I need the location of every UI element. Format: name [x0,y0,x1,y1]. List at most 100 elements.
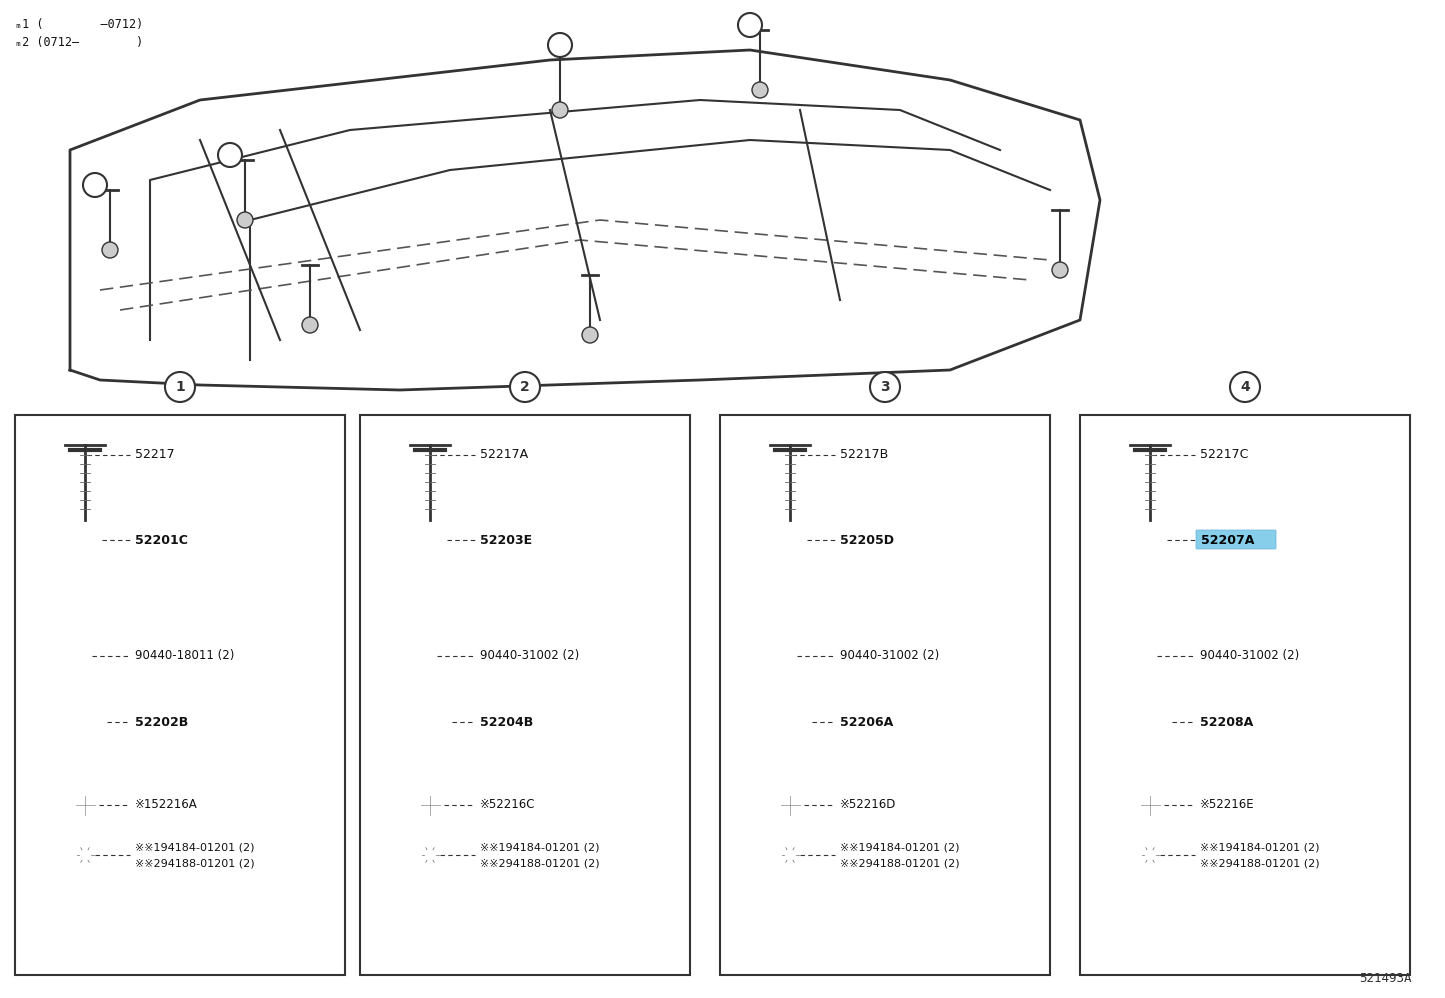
Text: 4: 4 [1240,380,1250,394]
Text: ※52216E: ※52216E [1199,798,1254,811]
Circle shape [552,102,568,118]
Bar [1079,415,1410,975]
Bar [413,530,447,557]
Circle shape [422,846,438,863]
Text: ₘ2 (0712–        ): ₘ2 (0712– ) [14,36,143,49]
Ellipse shape [79,540,91,546]
Bar [68,530,101,557]
Bar [407,710,452,730]
Bar [360,415,691,975]
Text: ※52216D: ※52216D [840,798,896,811]
Bar [64,710,107,730]
Text: 52204B: 52204B [480,716,533,729]
Bar [78,645,91,665]
Text: 52217A: 52217A [480,448,527,461]
Circle shape [82,173,107,197]
Text: 1: 1 [175,380,185,394]
Circle shape [1146,851,1153,858]
Circle shape [103,242,118,258]
Circle shape [510,372,540,402]
Circle shape [1142,846,1159,863]
FancyBboxPatch shape [17,18,1121,392]
Circle shape [777,791,803,818]
Ellipse shape [425,718,435,723]
Circle shape [1052,262,1068,278]
Text: 2: 2 [520,380,530,394]
Circle shape [582,327,598,343]
Ellipse shape [79,718,91,723]
Ellipse shape [423,643,436,648]
Circle shape [751,82,767,98]
Text: 52201C: 52201C [134,534,188,547]
Text: ※※194184-01201 (2): ※※194184-01201 (2) [134,842,254,852]
Ellipse shape [423,663,436,667]
Text: 52217B: 52217B [840,448,889,461]
Circle shape [237,212,253,228]
Text: ※※294188-01201 (2): ※※294188-01201 (2) [1199,858,1319,868]
Text: 52208A: 52208A [1199,716,1253,729]
Circle shape [81,800,90,809]
Circle shape [785,800,795,809]
Text: ※52216C: ※52216C [480,798,536,811]
Bar [766,730,814,736]
Ellipse shape [783,663,796,667]
Circle shape [1137,791,1163,818]
Bar [1129,710,1172,730]
Bar [720,415,1051,975]
Text: 52207A: 52207A [1201,534,1254,547]
Text: ※※294188-01201 (2): ※※294188-01201 (2) [840,858,959,868]
Circle shape [302,317,318,333]
Ellipse shape [1144,540,1156,546]
Text: 90440-31002 (2): 90440-31002 (2) [480,650,579,663]
Circle shape [786,851,793,858]
Bar [783,645,796,665]
Ellipse shape [785,540,796,546]
Circle shape [416,791,444,818]
Bar [1124,520,1176,530]
Ellipse shape [785,718,796,723]
Bar [1143,645,1156,665]
Text: 521493A: 521493A [1358,972,1412,985]
Circle shape [738,13,762,37]
Circle shape [425,800,435,809]
Text: ※※294188-01201 (2): ※※294188-01201 (2) [134,858,254,868]
Bar [763,520,816,530]
FancyBboxPatch shape [1196,530,1276,549]
Text: ※※194184-01201 (2): ※※194184-01201 (2) [480,842,600,852]
Ellipse shape [783,643,796,648]
Text: 52202B: 52202B [134,716,188,729]
Bar [403,520,457,530]
Bar [406,730,454,736]
Bar [59,520,111,530]
Ellipse shape [1143,663,1156,667]
Ellipse shape [78,643,91,648]
Text: 52205D: 52205D [840,534,894,547]
Text: 3: 3 [880,380,890,394]
Text: 90440-18011 (2): 90440-18011 (2) [134,650,234,663]
Text: 52217: 52217 [134,448,175,461]
Circle shape [870,372,900,402]
Text: 52203E: 52203E [480,534,532,547]
Circle shape [1230,372,1260,402]
Text: ※※294188-01201 (2): ※※294188-01201 (2) [480,858,600,868]
Circle shape [782,846,799,863]
Circle shape [165,372,195,402]
Bar [767,710,812,730]
Bar [773,530,806,557]
Bar [61,730,110,736]
Bar [1126,730,1175,736]
Ellipse shape [423,540,436,546]
Text: ※152216A: ※152216A [134,798,198,811]
Circle shape [81,851,88,858]
Text: 52206A: 52206A [840,716,893,729]
Circle shape [218,143,241,167]
Bar [1133,530,1166,557]
Ellipse shape [1143,643,1156,648]
Circle shape [1146,800,1155,809]
Text: ※※194184-01201 (2): ※※194184-01201 (2) [840,842,959,852]
Ellipse shape [1144,718,1156,723]
Text: 90440-31002 (2): 90440-31002 (2) [1199,650,1299,663]
Circle shape [426,851,434,858]
Ellipse shape [78,663,91,667]
Circle shape [77,846,94,863]
